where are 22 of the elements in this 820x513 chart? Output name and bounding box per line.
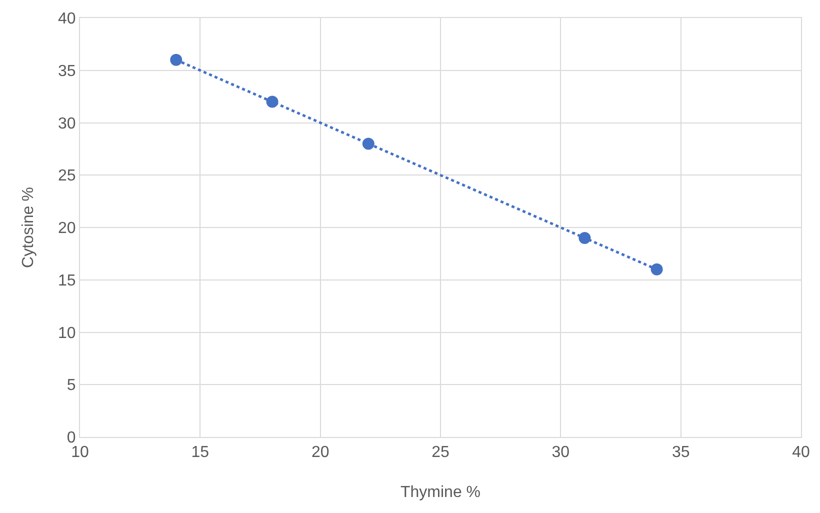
point xyxy=(170,54,182,66)
point xyxy=(578,232,591,244)
y-tick-label: 40 xyxy=(58,10,76,28)
point xyxy=(650,263,663,276)
x-tick-label: 35 xyxy=(672,444,690,462)
x-tick-label: 20 xyxy=(311,444,330,462)
y-axis-title: Cytosine % xyxy=(20,187,37,268)
y-tick-label: 0 xyxy=(66,430,76,447)
y-tick-label: 10 xyxy=(58,324,76,342)
y-tick-label: 5 xyxy=(66,377,76,394)
point xyxy=(266,96,278,108)
y-tick-label: 35 xyxy=(58,62,76,80)
y-tick-label: 20 xyxy=(58,220,76,238)
y-tick-label: 25 xyxy=(58,168,76,185)
point xyxy=(362,138,374,150)
x-axis-title: Thymine % xyxy=(400,484,481,501)
y-tick-label: 15 xyxy=(58,272,76,290)
x-tick-label: 30 xyxy=(552,444,570,462)
x-tick-label: 15 xyxy=(191,444,210,462)
x-tick-label: 40 xyxy=(792,444,810,462)
y-tick-label: 30 xyxy=(58,115,76,132)
x-tick-label: 25 xyxy=(432,444,450,462)
